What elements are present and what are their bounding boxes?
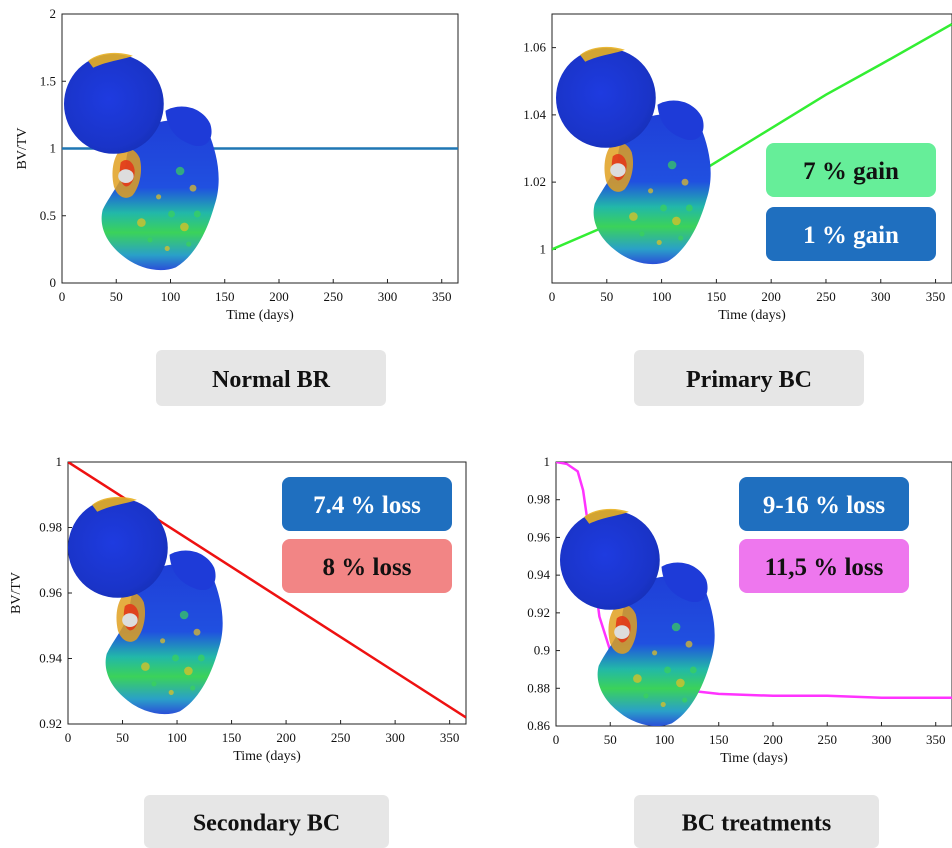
badge-background bbox=[282, 539, 452, 593]
x-tick-label: 250 bbox=[816, 289, 836, 304]
x-tick-label: 250 bbox=[817, 732, 837, 747]
y-tick-label: 0.94 bbox=[39, 651, 62, 666]
femur-stress-model-image bbox=[560, 508, 715, 726]
x-tick-label: 150 bbox=[222, 730, 242, 745]
x-tick-label: 300 bbox=[872, 732, 892, 747]
x-tick-label: 200 bbox=[276, 730, 296, 745]
x-tick-label: 50 bbox=[600, 289, 613, 304]
result-badge: 9-16 % loss bbox=[739, 477, 909, 531]
caption-text: Primary BC bbox=[686, 367, 812, 393]
femur-stress-model-image bbox=[556, 46, 711, 265]
x-tick-label: 300 bbox=[385, 730, 405, 745]
x-tick-label: 50 bbox=[110, 289, 123, 304]
y-tick-label: 1 bbox=[540, 241, 547, 256]
x-tick-label: 0 bbox=[549, 289, 556, 304]
x-tick-label: 300 bbox=[378, 289, 398, 304]
y-tick-label: 0.96 bbox=[527, 529, 550, 544]
x-tick-label: 200 bbox=[269, 289, 289, 304]
badge-text: 8 % loss bbox=[323, 554, 412, 581]
result-badge: 7 % gain bbox=[766, 143, 936, 197]
x-tick-label: 100 bbox=[652, 289, 672, 304]
y-tick-label: 0.88 bbox=[527, 680, 550, 695]
y-tick-label: 0.9 bbox=[534, 643, 550, 658]
result-badge: 7.4 % loss bbox=[282, 477, 452, 531]
badge-background bbox=[739, 539, 909, 593]
panel-caption: Normal BR bbox=[156, 350, 386, 406]
badge-text: 11,5 % loss bbox=[765, 554, 884, 581]
x-tick-label: 350 bbox=[926, 289, 946, 304]
x-tick-label: 200 bbox=[763, 732, 783, 747]
x-tick-label: 0 bbox=[553, 732, 560, 747]
panel-caption: Primary BC bbox=[634, 350, 864, 406]
y-tick-label: 0.94 bbox=[527, 567, 550, 582]
y-axis-label: BV/TV bbox=[15, 128, 30, 170]
y-tick-label: 2 bbox=[50, 6, 57, 21]
caption-background bbox=[634, 350, 864, 406]
caption-text: Secondary BC bbox=[193, 811, 340, 837]
panel-caption: Secondary BC bbox=[144, 795, 389, 848]
y-tick-label: 1.06 bbox=[523, 40, 546, 55]
femur-stress-model-image bbox=[68, 496, 223, 715]
y-tick-label: 0.92 bbox=[527, 605, 550, 620]
caption-background bbox=[634, 795, 879, 848]
x-tick-label: 250 bbox=[331, 730, 351, 745]
x-tick-label: 200 bbox=[761, 289, 781, 304]
result-badge: 11,5 % loss bbox=[739, 539, 909, 593]
badge-text: 9-16 % loss bbox=[763, 492, 886, 519]
chart-panel-2: 0 50 100 150 200 250 300 350 1 1.02 1.04 1.06 Time (… bbox=[523, 13, 952, 323]
x-tick-label: 250 bbox=[323, 289, 343, 304]
chart-panel-3: 0 50 100 150 200 250 300 350 0.92 0.94 0.96 0.98 1 Ti… bbox=[9, 454, 467, 764]
badge-background bbox=[766, 143, 936, 197]
x-axis-label: Time (days) bbox=[718, 308, 786, 323]
y-tick-label: 0.86 bbox=[527, 718, 550, 733]
chart-panel-1: 0 50 100 150 200 250 300 350 0 0.5 1 1.5 2 Time (days… bbox=[15, 6, 459, 323]
y-tick-label: 0.96 bbox=[39, 585, 62, 600]
x-tick-label: 150 bbox=[215, 289, 235, 304]
badge-text: 7.4 % loss bbox=[313, 492, 421, 519]
badge-background bbox=[766, 207, 936, 261]
x-tick-label: 100 bbox=[167, 730, 187, 745]
x-tick-label: 100 bbox=[161, 289, 181, 304]
x-tick-label: 50 bbox=[116, 730, 129, 745]
chart-panel-4: 0 50 100 150 200 250 300 350 0.86 0.88 0.9 0.92 0.94… bbox=[527, 454, 952, 766]
y-tick-label: 1 bbox=[50, 141, 57, 156]
y-tick-label: 0.92 bbox=[39, 716, 62, 731]
badge-text: 7 % gain bbox=[803, 158, 899, 185]
caption-background bbox=[156, 350, 386, 406]
y-tick-label: 1.02 bbox=[523, 174, 546, 189]
y-tick-label: 1.5 bbox=[40, 73, 56, 88]
y-tick-label: 0.98 bbox=[39, 520, 62, 535]
y-tick-label: 1 bbox=[56, 454, 63, 469]
x-tick-label: 100 bbox=[655, 732, 675, 747]
badge-background bbox=[282, 477, 452, 531]
x-axis-label: Time (days) bbox=[233, 749, 301, 764]
caption-background bbox=[144, 795, 389, 848]
x-tick-label: 150 bbox=[707, 289, 727, 304]
x-tick-label: 350 bbox=[440, 730, 460, 745]
badge-text: 1 % gain bbox=[803, 222, 899, 249]
y-tick-label: 1 bbox=[544, 454, 551, 469]
femur-stress-model-image bbox=[64, 52, 219, 271]
x-tick-label: 0 bbox=[59, 289, 66, 304]
x-tick-label: 50 bbox=[604, 732, 617, 747]
x-tick-label: 150 bbox=[709, 732, 729, 747]
x-tick-label: 350 bbox=[926, 732, 946, 747]
y-tick-label: 0.98 bbox=[527, 492, 550, 507]
caption-text: BC treatments bbox=[682, 811, 832, 837]
caption-text: Normal BR bbox=[212, 367, 331, 393]
y-tick-label: 0 bbox=[50, 275, 57, 290]
y-tick-label: 0.5 bbox=[40, 208, 56, 223]
result-badge: 1 % gain bbox=[766, 207, 936, 261]
x-tick-label: 350 bbox=[432, 289, 452, 304]
x-tick-label: 300 bbox=[871, 289, 891, 304]
panel-caption: BC treatments bbox=[634, 795, 879, 848]
result-badge: 8 % loss bbox=[282, 539, 452, 593]
x-axis-label: Time (days) bbox=[720, 751, 788, 766]
y-tick-label: 1.04 bbox=[523, 107, 546, 122]
y-axis-label: BV/TV bbox=[9, 572, 24, 614]
x-axis-label: Time (days) bbox=[226, 308, 294, 323]
badge-background bbox=[739, 477, 909, 531]
x-tick-label: 0 bbox=[65, 730, 72, 745]
